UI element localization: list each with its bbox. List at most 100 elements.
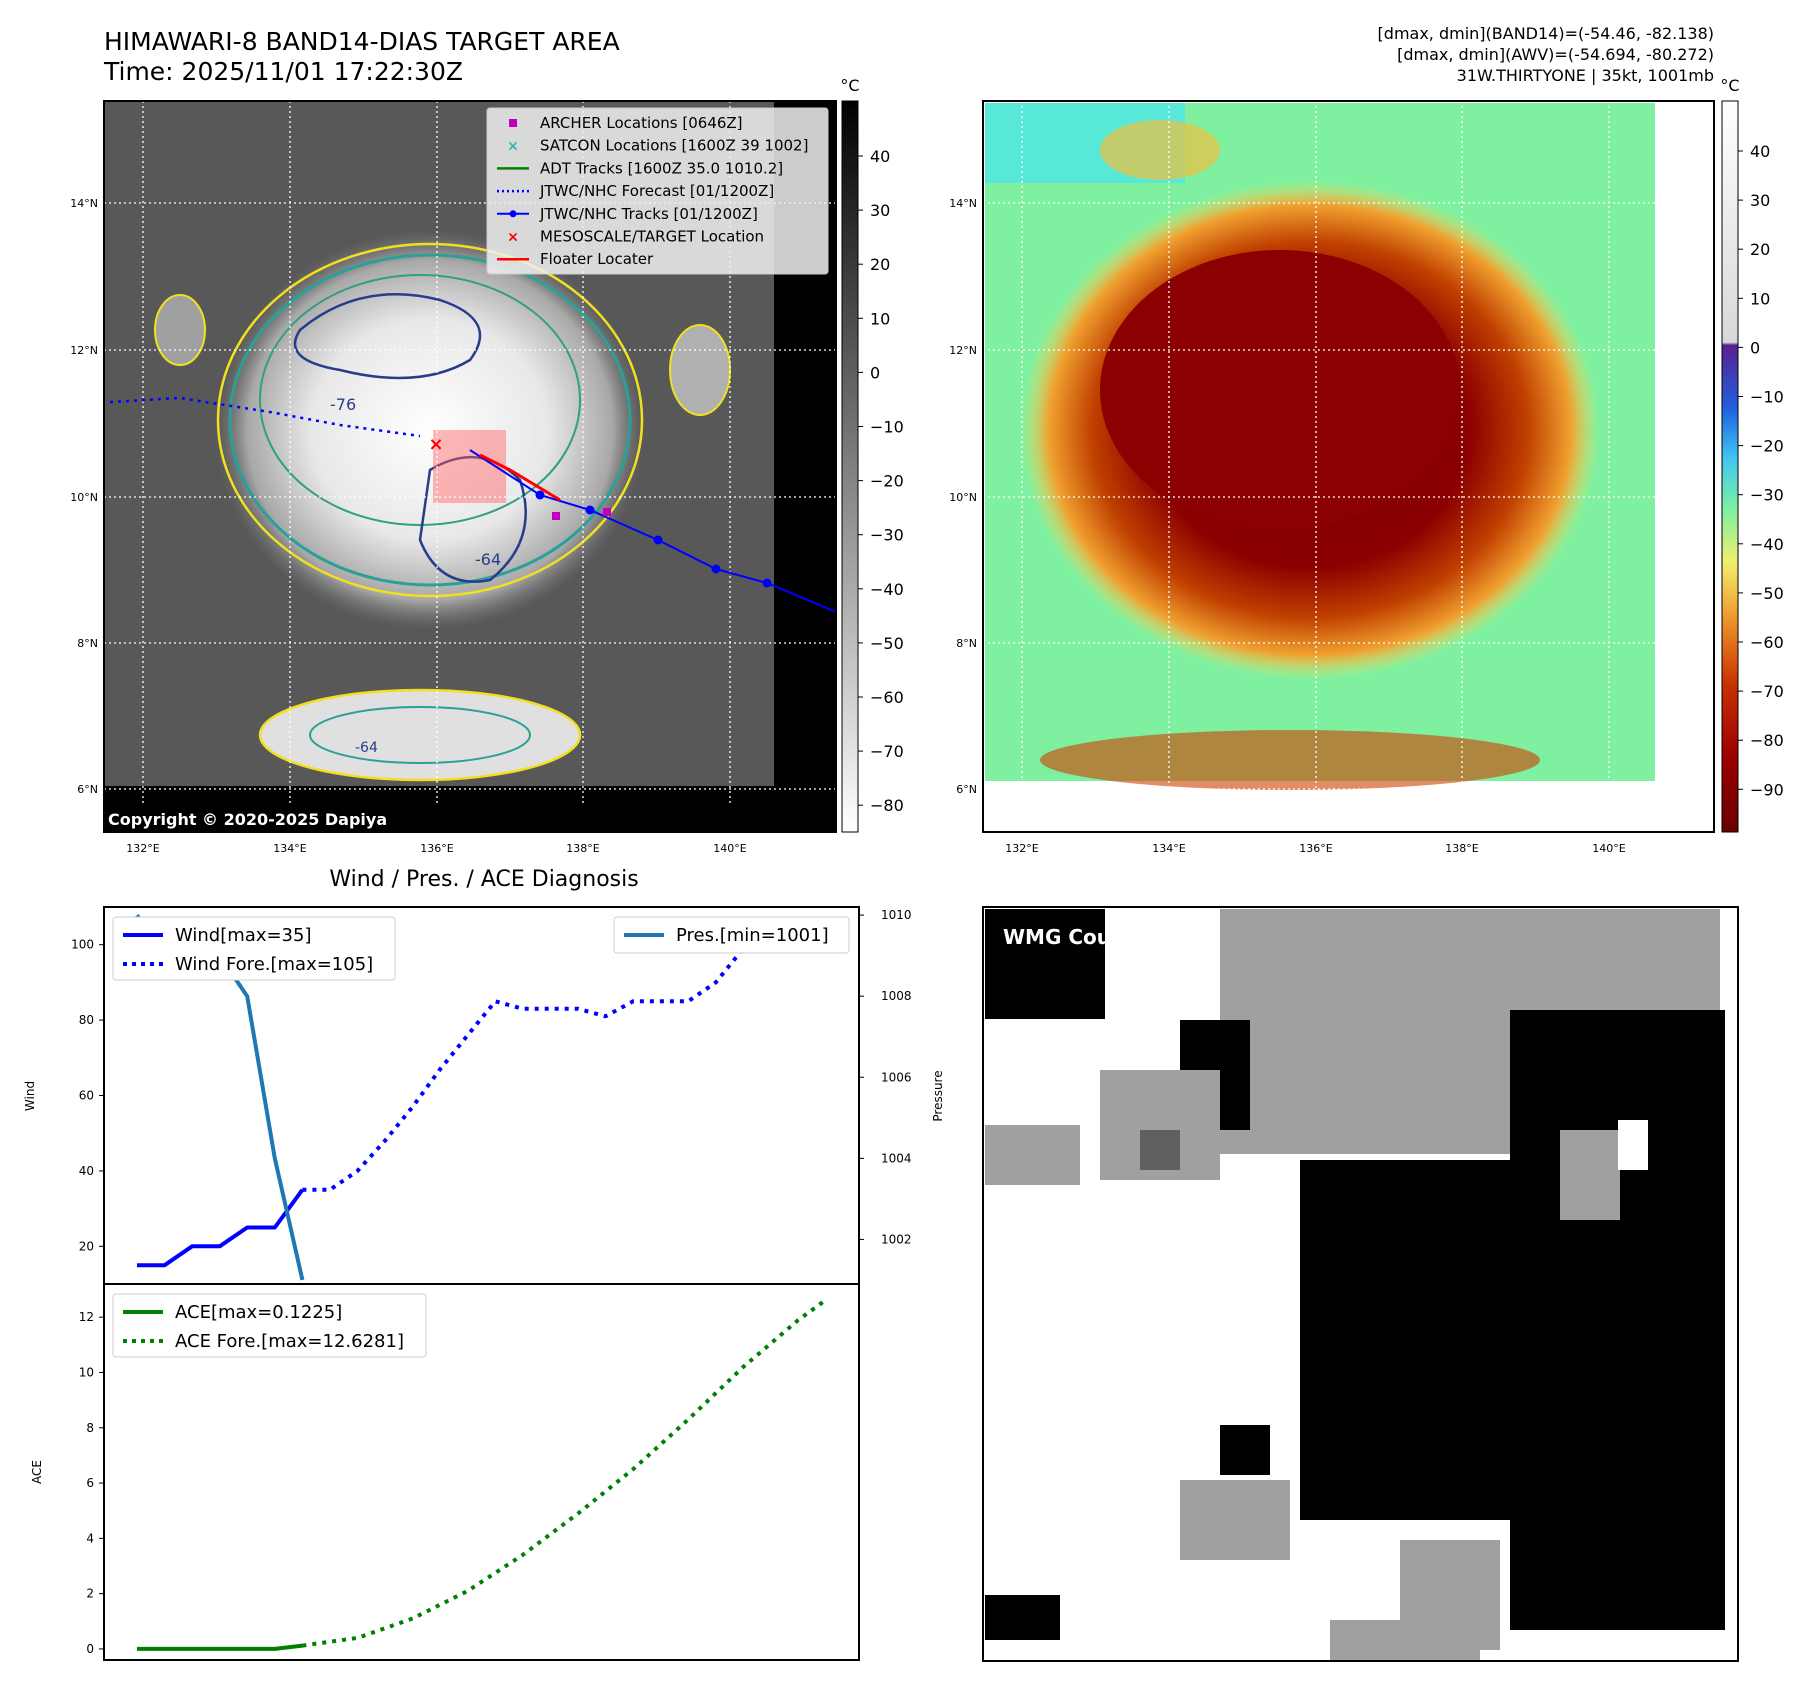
wmg-gray-south-1 (1180, 1480, 1290, 1560)
colorbar-tick-label: 10 (870, 309, 890, 328)
y-right-tick-label: 1008 (881, 989, 912, 1003)
series-line (137, 1643, 303, 1651)
awv-lat-labels: 14°N 12°N 10°N 8°N 6°N (949, 197, 977, 796)
colorbar-tick-label: −10 (1750, 388, 1784, 407)
lon-label: 136°E (420, 842, 453, 855)
lon-label: 132°E (126, 842, 159, 855)
colorbar-tick-label: −80 (870, 796, 904, 815)
colorbar-tick-label: 10 (1750, 289, 1770, 308)
wmg-panel: WMG Count: 0 (982, 906, 1739, 1662)
wmg-black-nw (985, 909, 1105, 1019)
ir-contour-inner-1 (293, 293, 482, 380)
ir-map-panel: -76 -64 -64 × Copyright © 2020-2025 Dapi… (70, 100, 837, 855)
awv-map-panel: 14°N12°N10°N8°N6°N 132°E 134°E 136°E 138°E 1… (949, 100, 1715, 855)
awv-north-band (1100, 120, 1220, 180)
lat-label: 14°N (949, 197, 977, 210)
colorbar-tick-label: −90 (1750, 780, 1784, 799)
gray-colorbar-bar (841, 100, 859, 833)
colorbar-tick-label: 0 (1750, 338, 1760, 357)
colorbar-tick-label: 30 (870, 201, 890, 220)
jtwc-forecast-track (109, 396, 421, 438)
legend-wind-label: Wind[max=35] (175, 925, 312, 946)
lon-label: 140°E (713, 842, 746, 855)
colorbar-tick-label: −60 (870, 688, 904, 707)
colorbar-tick-label: −20 (1750, 437, 1784, 456)
y-tick-label: 80 (79, 1013, 94, 1027)
wmg-gray-west (985, 1125, 1080, 1185)
colorbar-tick-label: −80 (1750, 731, 1784, 750)
lat-label: 14°N (70, 197, 98, 210)
lon-label: 134°E (1152, 842, 1185, 855)
series-line (302, 1298, 828, 1648)
copyright-text: Copyright © 2020-2025 Dapiya (108, 810, 387, 829)
legend-label: JTWC/NHC Tracks [01/1200Z] (539, 205, 758, 223)
colorbar-tick-label: 40 (1750, 142, 1770, 161)
wmg-count-label: WMG Count: 0 (1003, 925, 1164, 949)
wind-axes: 100 80 60 40 20 1010 1008 1006 1004 1002 (71, 908, 911, 1253)
legend-label: JTWC/NHC Forecast [01/1200Z] (539, 182, 774, 200)
wmg-gray-south-3 (1330, 1620, 1480, 1660)
info-line2: [dmax, dmin](AWV)=(-54.694, -80.272) (1397, 45, 1714, 64)
wind-legend-box (112, 916, 396, 981)
colorbar-tick-label: −60 (1750, 633, 1784, 652)
info-line3: 31W.THIRTYONE | 35kt, 1001mb (1457, 66, 1714, 85)
lat-label: 6°N (956, 783, 977, 796)
legend-ace-fore-label: ACE Fore.[max=12.6281] (175, 1331, 404, 1352)
legend-marker-x: × (507, 230, 519, 246)
y-tick-label: 8 (86, 1421, 94, 1435)
contour-label-2: -64 (475, 550, 501, 569)
lon-label: 132°E (1005, 842, 1038, 855)
colorbar-tick-label: −30 (870, 526, 904, 545)
legend-pres-label: Pres.[min=1001] (676, 925, 829, 946)
lon-label: 140°E (1592, 842, 1625, 855)
track-point (585, 505, 595, 515)
pressure-ylabel: Pressure (931, 1070, 945, 1121)
wmg-dark-cell (1140, 1130, 1180, 1170)
ace-series (137, 1298, 828, 1651)
contour-label-3: -64 (355, 740, 378, 756)
archer-marker-2 (603, 508, 611, 516)
track-point (535, 490, 545, 500)
legend-label: ARCHER Locations [0646Z] (540, 114, 743, 132)
colorbar-tick-label: −10 (870, 418, 904, 437)
gray-colorbar: °C 40 30 20 10 0 −10 −20 −30 −40 −50 −60 −70 −80 (840, 76, 904, 833)
wmg-black-center (1300, 1160, 1530, 1520)
jtwc-track-points (535, 490, 772, 588)
y-tick-label: 100 (71, 938, 94, 952)
legend-label: ADT Tracks [1600Z 35.0 1010.2] (540, 159, 783, 177)
wmg-black-east (1510, 1010, 1725, 1630)
colorbar-tick-label: 30 (1750, 191, 1770, 210)
ace-ylabel: ACE (30, 1460, 44, 1484)
ir-cloud-south (258, 688, 582, 782)
awv-map-frame (982, 100, 1715, 833)
lon-label: 138°E (566, 842, 599, 855)
title-line1: HIMAWARI-8 BAND14-DIAS TARGET AREA (104, 27, 620, 56)
contour-label-1: -76 (330, 395, 356, 414)
legend-marker-x: × (507, 139, 519, 155)
lon-label: 134°E (273, 842, 306, 855)
lon-label: 136°E (1299, 842, 1332, 855)
y-tick-label: 2 (86, 1587, 94, 1601)
pres-legend-box (613, 916, 850, 954)
info-line1: [dmax, dmin](BAND14)=(-54.46, -82.138) (1378, 24, 1714, 43)
copyright-bar (104, 806, 836, 832)
awv-lon-labels: 132°E 134°E 136°E 138°E 140°E (1005, 842, 1625, 855)
gray-colorbar-ticks: 40 30 20 10 0 −10 −20 −30 −40 −50 −60 −70 −80 (858, 147, 904, 815)
diagnosis-title: Wind / Pres. / ACE Diagnosis (329, 867, 638, 892)
color-colorbar-unit: °C (1720, 76, 1739, 95)
colorbar-tick-label: −50 (1750, 584, 1784, 603)
colorbar-tick-label: −40 (1750, 535, 1784, 554)
lat-label: 6°N (77, 783, 98, 796)
series-line (137, 1188, 305, 1268)
wmg-black-small (1220, 1425, 1270, 1475)
color-colorbar-bar (1721, 100, 1739, 833)
lat-label: 8°N (77, 637, 98, 650)
y-right-tick-label: 1002 (881, 1232, 912, 1246)
target-location-marker: × (428, 434, 443, 455)
archer-marker-1 (552, 512, 560, 520)
awv-south-band (1040, 730, 1540, 790)
wmg-white-hole (1618, 1120, 1648, 1170)
legend-marker-square (509, 119, 517, 127)
lat-label: 8°N (956, 637, 977, 650)
